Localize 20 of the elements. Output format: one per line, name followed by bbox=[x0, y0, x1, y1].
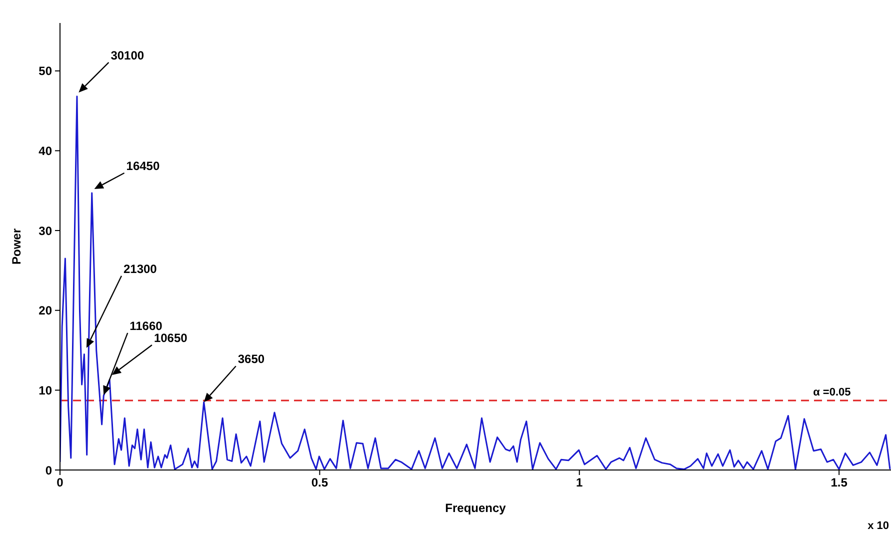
x-tick-label: 1 bbox=[576, 476, 584, 490]
y-tick-label: 30 bbox=[38, 224, 52, 238]
x-tick-label: 1.5 bbox=[830, 476, 848, 490]
y-tick-label: 20 bbox=[38, 304, 52, 318]
x-tick-label: 0 bbox=[56, 476, 64, 490]
y-tick-label: 40 bbox=[38, 144, 52, 158]
annotation: 16450 bbox=[126, 159, 160, 174]
y-tick-label: 50 bbox=[38, 64, 52, 78]
x-axis-title: Frequency bbox=[445, 501, 506, 515]
annotation: 21300 bbox=[123, 262, 158, 276]
y-tick-label: 0 bbox=[45, 463, 52, 478]
y-tick-label: 10 bbox=[38, 383, 52, 398]
text: x 10 bbox=[868, 520, 889, 532]
annotation: α =0.05 bbox=[813, 386, 851, 399]
x-tick-label: 0.5 bbox=[311, 476, 328, 490]
annotation: 30100 bbox=[110, 48, 144, 62]
annotation: 10650 bbox=[154, 331, 188, 346]
annotation: 11660 bbox=[130, 318, 163, 333]
y-axis-title: Power bbox=[9, 228, 24, 265]
annotation: 3650 bbox=[238, 352, 265, 366]
